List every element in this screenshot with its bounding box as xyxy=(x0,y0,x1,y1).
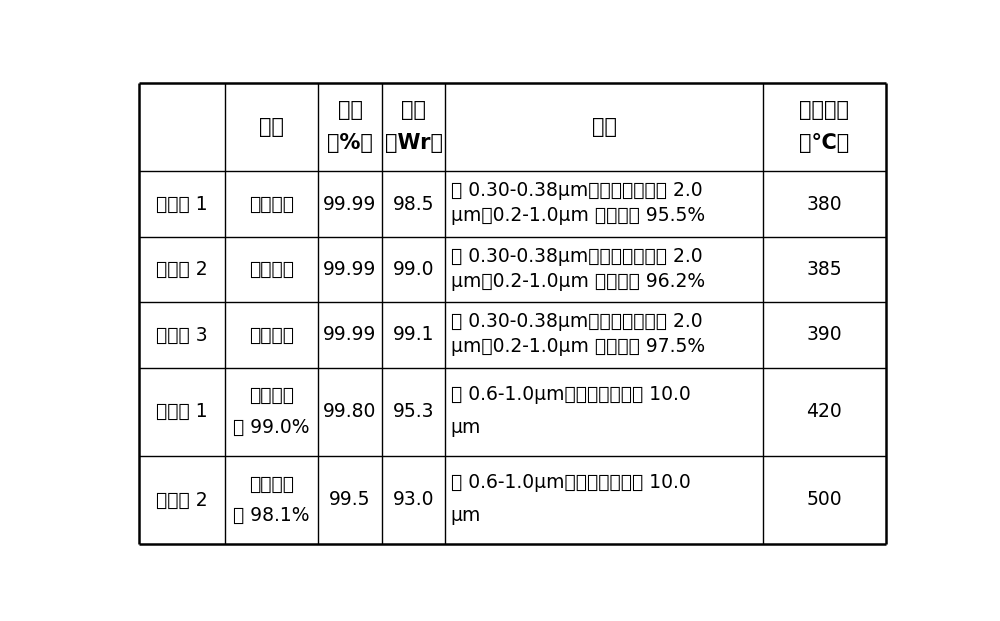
Text: 500: 500 xyxy=(807,491,842,509)
Text: 380: 380 xyxy=(807,194,842,214)
Text: 立方晶型: 立方晶型 xyxy=(249,386,294,406)
Text: 结晶温度: 结晶温度 xyxy=(799,99,849,120)
Text: 全立方体: 全立方体 xyxy=(249,260,294,279)
Text: μm，0.2-1.0μm 的颗粒占 96.2%: μm，0.2-1.0μm 的颗粒占 96.2% xyxy=(451,272,705,291)
Text: μm，0.2-1.0μm 的颗粒占 97.5%: μm，0.2-1.0μm 的颗粒占 97.5% xyxy=(451,337,705,356)
Text: 99.99: 99.99 xyxy=(323,260,377,279)
Text: 白度: 白度 xyxy=(401,99,426,120)
Text: 420: 420 xyxy=(807,402,842,421)
Text: 全立方体: 全立方体 xyxy=(249,194,294,214)
Text: 粒度: 粒度 xyxy=(592,117,617,137)
Text: 在 0.6-1.0μm，最大粒径小于 10.0: 在 0.6-1.0μm，最大粒径小于 10.0 xyxy=(451,384,690,404)
Text: （℃）: （℃） xyxy=(799,133,850,153)
Text: 99.1: 99.1 xyxy=(393,325,434,345)
Text: 99.80: 99.80 xyxy=(323,402,377,421)
Text: 95.3: 95.3 xyxy=(393,402,434,421)
Text: 实施例 1: 实施例 1 xyxy=(156,194,208,214)
Text: 在 0.6-1.0μm，最大粒径小于 10.0: 在 0.6-1.0μm，最大粒径小于 10.0 xyxy=(451,473,690,492)
Text: 实施例 3: 实施例 3 xyxy=(156,325,208,345)
Text: 93.0: 93.0 xyxy=(393,491,434,509)
Text: 99.99: 99.99 xyxy=(323,325,377,345)
Text: 98.5: 98.5 xyxy=(393,194,434,214)
Text: 在 0.30-0.38μm，最大粒径小于 2.0: 在 0.30-0.38μm，最大粒径小于 2.0 xyxy=(451,181,702,201)
Text: 99.99: 99.99 xyxy=(323,194,377,214)
Text: 为 98.1%: 为 98.1% xyxy=(233,506,310,525)
Text: 在 0.30-0.38μm，最大粒径小于 2.0: 在 0.30-0.38μm，最大粒径小于 2.0 xyxy=(451,312,702,332)
Text: 为 99.0%: 为 99.0% xyxy=(233,418,310,437)
Text: 纯度: 纯度 xyxy=(338,99,363,120)
Text: 晶型: 晶型 xyxy=(259,117,284,137)
Text: 99.5: 99.5 xyxy=(329,491,371,509)
Text: 实施例 2: 实施例 2 xyxy=(156,260,208,279)
Text: 全立方体: 全立方体 xyxy=(249,325,294,345)
Text: （Wr）: （Wr） xyxy=(385,133,443,153)
Text: 390: 390 xyxy=(807,325,842,345)
Text: 对比例 2: 对比例 2 xyxy=(156,491,208,509)
Text: 385: 385 xyxy=(807,260,842,279)
Text: 对比例 1: 对比例 1 xyxy=(156,402,208,421)
Text: μm: μm xyxy=(451,506,481,525)
Text: 立方晶型: 立方晶型 xyxy=(249,474,294,494)
Text: 在 0.30-0.38μm，最大粒径小于 2.0: 在 0.30-0.38μm，最大粒径小于 2.0 xyxy=(451,247,702,266)
Text: μm，0.2-1.0μm 的颗粒占 95.5%: μm，0.2-1.0μm 的颗粒占 95.5% xyxy=(451,206,705,225)
Text: μm: μm xyxy=(451,418,481,437)
Text: 99.0: 99.0 xyxy=(393,260,434,279)
Text: （%）: （%） xyxy=(327,133,373,153)
